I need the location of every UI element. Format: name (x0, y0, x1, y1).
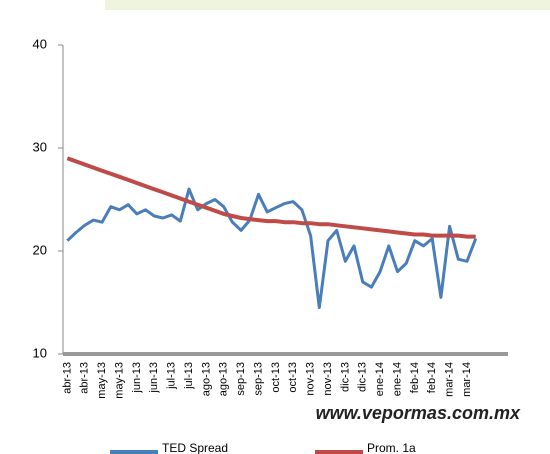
watermark: www.vepormas.com.mx (316, 403, 521, 423)
x-tick-label: jul-13 (183, 362, 195, 390)
x-tick-label: sep-13 (235, 362, 247, 396)
x-tick-label: jul-13 (166, 362, 178, 390)
x-tick-label: mar-14 (444, 362, 456, 397)
x-tick-label: abr-13 (79, 362, 91, 394)
x-tick-label: ene-14 (374, 362, 386, 396)
legend-label: TED Spread (162, 441, 228, 454)
x-tick-label: may-13 (113, 362, 125, 399)
x-tick-label: oct-13 (270, 362, 282, 393)
y-tick-label: 30 (33, 139, 47, 154)
x-tick-label: ago-13 (218, 362, 230, 396)
x-tick-label: jun-13 (131, 362, 143, 394)
x-tick-label: mar-14 (461, 362, 473, 397)
x-tick-label: may-13 (96, 362, 108, 399)
x-tick-label: dic-13 (339, 362, 351, 392)
top-band (105, 0, 550, 10)
x-tick-label: jun-13 (148, 362, 160, 394)
x-tick-label: oct-13 (287, 362, 299, 393)
x-tick-label: abr-13 (61, 362, 73, 394)
x-tick-label: sep-13 (252, 362, 264, 396)
legend-label: Prom. 1a (367, 441, 416, 454)
series-line (66, 187, 478, 310)
y-tick-label: 40 (33, 36, 47, 51)
x-tick-label: feb-14 (426, 362, 438, 393)
x-tick-label: nov-13 (322, 362, 334, 396)
y-tick-label: 20 (33, 242, 47, 257)
x-tick-label: feb-14 (409, 362, 421, 393)
x-tick-label: ago-13 (200, 362, 212, 396)
x-tick-label: nov-13 (305, 362, 317, 396)
x-tick-label: dic-13 (357, 362, 369, 392)
series-line (66, 156, 476, 239)
y-tick-label: 10 (33, 345, 47, 360)
x-tick-label: ene-14 (391, 362, 403, 396)
